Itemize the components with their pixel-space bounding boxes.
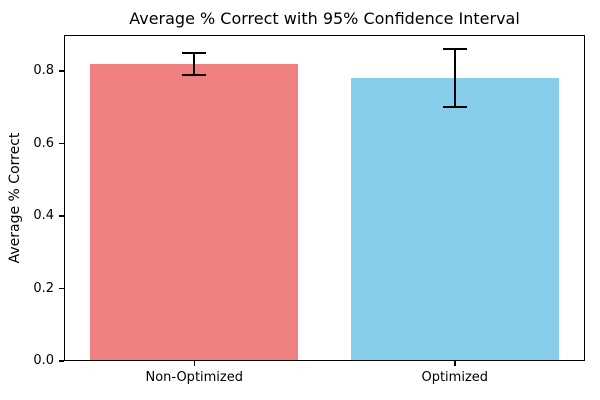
y-tick-mark — [59, 360, 64, 362]
error-bar-cap-bottom — [182, 73, 207, 76]
error-bar-cap-bottom — [442, 106, 467, 109]
x-tick-mark — [193, 361, 195, 366]
x-tick-label: Non-Optimized — [145, 370, 243, 385]
chart-title: Average % Correct with 95% Confidence In… — [129, 9, 520, 28]
y-tick-label: 0.6 — [33, 135, 54, 151]
y-tick-label: 0.8 — [33, 63, 54, 79]
y-tick-label: 0.0 — [33, 353, 54, 368]
y-tick-mark — [59, 215, 64, 217]
error-bar-line — [453, 49, 456, 108]
error-bar-line — [193, 53, 196, 75]
y-tick-mark — [59, 142, 64, 145]
y-tick-mark — [59, 287, 64, 290]
bar — [90, 63, 299, 361]
y-tick-mark — [59, 70, 64, 72]
x-tick-label: Optimized — [421, 370, 489, 385]
x-tick-mark — [454, 361, 456, 366]
y-tick-label: 0.4 — [33, 208, 54, 224]
error-bar-cap-top — [442, 48, 467, 51]
bar — [350, 78, 559, 361]
y-tick-label: 0.2 — [33, 280, 54, 296]
error-bar-cap-top — [182, 52, 207, 55]
